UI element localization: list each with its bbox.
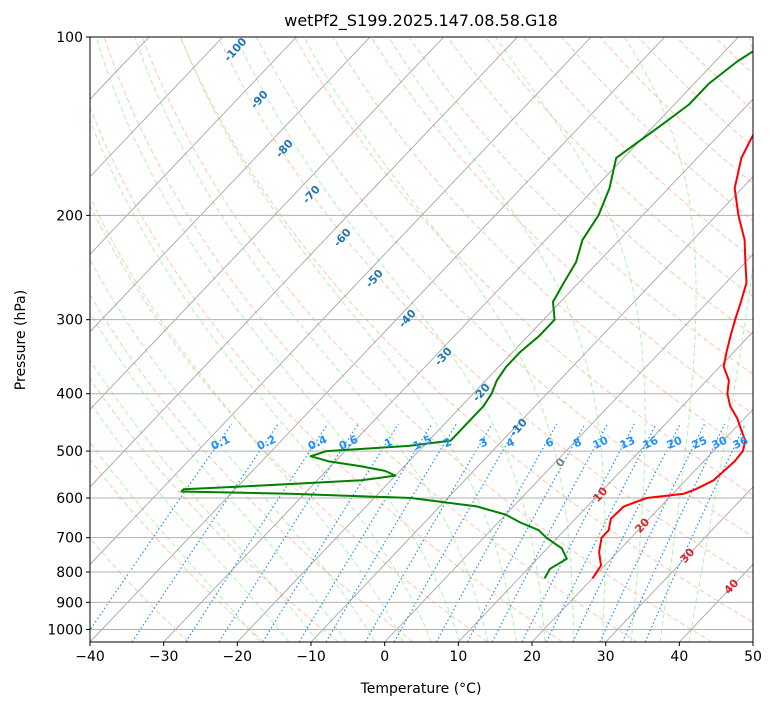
chart-title: wetPf2_S199.2025.147.08.58.G18	[284, 11, 558, 31]
dry-adiabat-line	[217, 37, 753, 580]
dry-adiabats	[90, 37, 753, 642]
isotherms	[90, 37, 753, 642]
y-tick-label: 800	[56, 565, 83, 581]
plot-frame	[89, 36, 754, 643]
mixing-ratio-line	[435, 423, 558, 642]
dry-adiabat-line	[103, 37, 638, 642]
mixing-ratio-line	[621, 423, 726, 642]
mixing-ratio-line	[599, 423, 706, 642]
dry-adiabat-line	[90, 106, 563, 642]
mixing-ratio-labels: 0.1 0.2 0.4 0.6 1 1.5 2 3 4 6 8 10 13 16 20 25 30 36	[209, 433, 751, 453]
y-tick-label: 900	[56, 595, 83, 611]
profile-series	[180, 50, 753, 579]
x-tick-label: −30	[149, 649, 179, 665]
y-tick-label: 300	[56, 313, 83, 329]
x-tick-label: −10	[296, 649, 326, 665]
y-tick-label: 600	[56, 491, 83, 507]
mixing-ratio-label: 13	[618, 434, 637, 452]
dry-adiabat-line	[370, 37, 753, 415]
dry-adiabat-line	[485, 37, 753, 298]
isotherm-line	[458, 331, 753, 642]
isotherm-line	[384, 253, 753, 642]
x-tick-label: 50	[744, 649, 762, 665]
y-tick-label: 500	[56, 444, 83, 460]
dry-adiabat-line	[294, 37, 753, 496]
moist-adiabat-line	[688, 37, 753, 642]
x-axis-label: Temperature (°C)	[360, 681, 482, 697]
x-tick-label: 30	[597, 649, 615, 665]
x-axis-ticks: −40 −30 −20 −10 0 10 20 30 40 50	[75, 642, 762, 665]
isotherm-line	[605, 486, 753, 642]
mixing-ratio-line	[364, 423, 493, 642]
isotherm-line	[90, 37, 518, 488]
x-tick-label: −40	[75, 649, 105, 665]
x-tick-label: 0	[380, 649, 389, 665]
isotherm-line	[90, 37, 592, 566]
moist-adiabat-line	[624, 37, 697, 642]
pressure-gridlines	[90, 37, 753, 630]
mixing-ratio-line	[90, 423, 233, 631]
mixing-ratio-line	[393, 423, 519, 642]
moist-adiabat-line	[180, 37, 517, 642]
mixing-ratio-line	[131, 423, 279, 642]
mixing-ratio-label: 16	[641, 434, 661, 452]
mixing-ratio-line	[218, 423, 359, 642]
y-axis-ticks: 100 200 300 400 500 600 700 800 900 1000	[47, 30, 90, 638]
mixing-ratio-label: 36	[731, 434, 751, 452]
x-tick-label: 40	[670, 649, 688, 665]
dry-adiabat-line	[408, 37, 753, 375]
isotherm-line	[237, 98, 753, 642]
isotherm-line	[90, 37, 371, 333]
dewpoint-profile-line	[180, 50, 753, 579]
moist-adiabat-line	[494, 37, 646, 642]
mixing-ratio-line	[644, 423, 746, 642]
moist-adiabat-line	[90, 258, 376, 642]
x-tick-label: 20	[523, 649, 541, 665]
dry-adiabat-line	[90, 537, 190, 642]
isotherm-line	[90, 37, 445, 411]
temperature-profile-line	[591, 133, 753, 579]
dry-adiabat-line	[90, 204, 488, 642]
isotherm-line	[90, 37, 224, 178]
mixing-ratio-line	[325, 423, 457, 642]
isotherm-line	[310, 176, 753, 642]
mixing-ratio-line	[545, 423, 657, 642]
y-tick-label: 100	[56, 30, 83, 46]
mixing-ratio-label: 10	[591, 434, 611, 452]
y-tick-label: 1000	[47, 622, 83, 638]
dry-adiabat-line	[179, 37, 753, 623]
y-tick-label: 700	[56, 531, 83, 547]
moist-adiabat-line	[235, 37, 546, 642]
isotherm-line	[531, 408, 753, 642]
moist-adiabat-line	[90, 196, 404, 642]
moist-adiabat-line	[388, 37, 606, 642]
isotherm-line	[90, 37, 297, 255]
moist-adiabat-line	[303, 37, 575, 642]
mixing-ratio-line	[466, 423, 586, 642]
mixing-ratio-label: 20	[665, 434, 685, 452]
y-tick-label: 400	[56, 387, 83, 403]
x-tick-label: −20	[223, 649, 253, 665]
mixing-ratio-line	[491, 423, 608, 642]
dry-adiabat-line	[141, 37, 712, 642]
mixing-ratio-label: 30	[710, 434, 730, 452]
x-tick-label: 10	[449, 649, 467, 665]
y-tick-label: 200	[56, 208, 83, 224]
moist-adiabat-line	[134, 37, 489, 642]
plot-area: -100-90-80-70-60-50-40-30-20-10010203040…	[90, 37, 753, 642]
mixing-ratio-label: 25	[690, 434, 709, 452]
moist-adiabats	[90, 37, 753, 642]
moist-adiabat-line	[95, 37, 461, 642]
mixing-ratio-line	[572, 423, 681, 642]
dry-adiabat-line	[90, 458, 264, 642]
mixing-ratio-line	[298, 423, 433, 642]
moist-adiabat-line	[90, 359, 319, 642]
isotherm-line	[90, 37, 666, 642]
moist-adiabat-line	[90, 441, 261, 642]
y-axis-label: Pressure (hPa)	[13, 290, 29, 390]
